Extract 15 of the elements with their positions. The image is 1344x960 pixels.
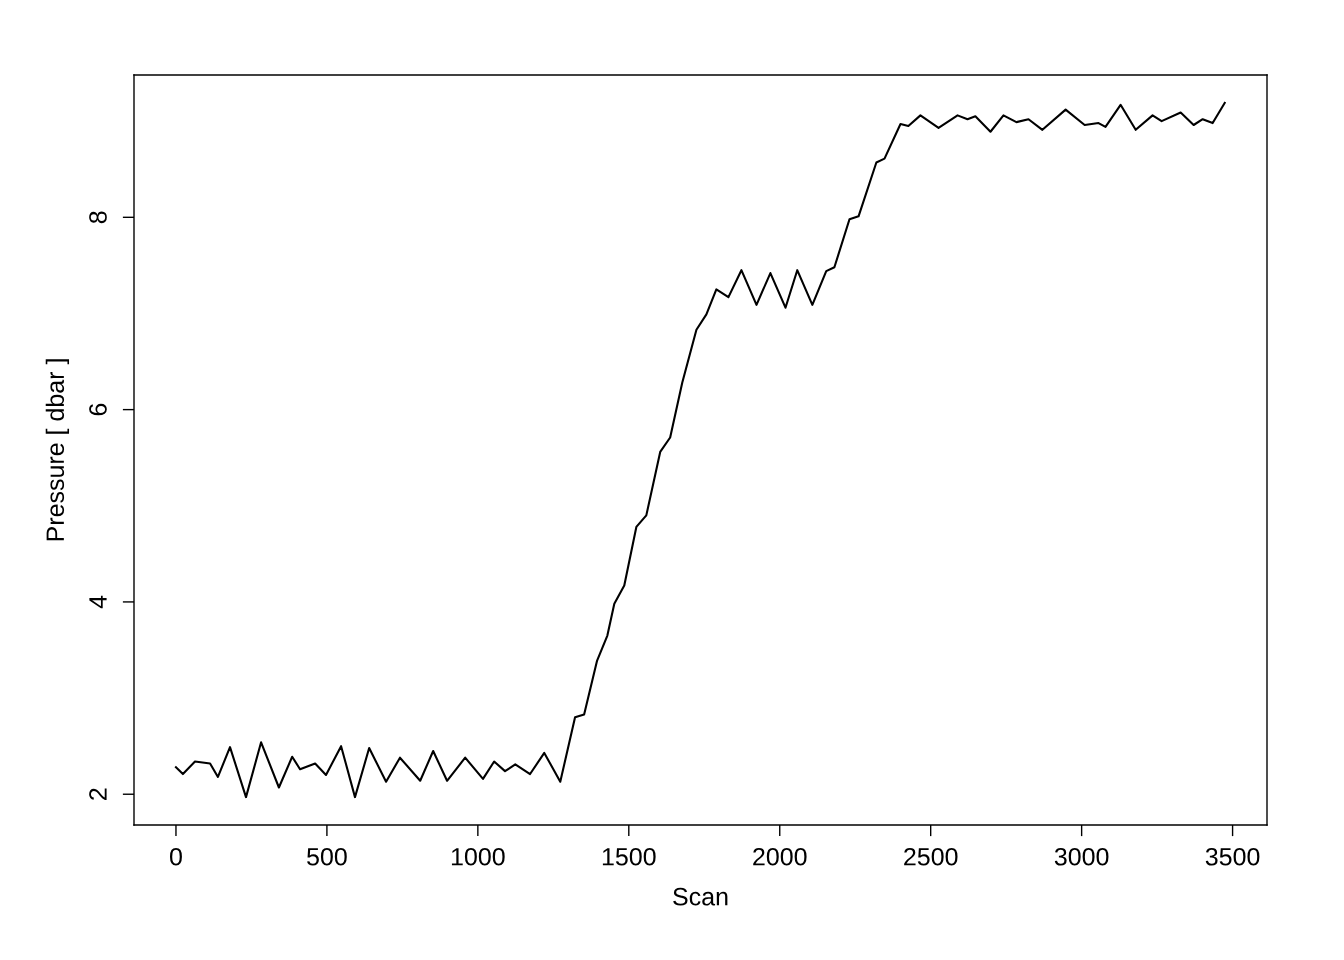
line-series (174, 101, 1226, 799)
y-axis-title: Pressure [ dbar ] (45, 359, 70, 541)
x-tick-label: 3500 (1205, 847, 1260, 866)
x-tick-label: 2000 (753, 847, 807, 866)
y-tick-label: 2 (89, 788, 107, 800)
y-tick-label: 4 (89, 595, 107, 609)
x-tick-label: 2500 (904, 847, 958, 866)
y-tick-label: 8 (89, 211, 107, 224)
x-tick-label: 500 (307, 847, 347, 866)
x-tick-label: 3000 (1054, 847, 1109, 866)
x-tick-label: 0 (169, 847, 182, 866)
x-axis-title: Scan (673, 887, 728, 906)
x-tick-label: 1000 (451, 847, 505, 866)
x-tick-label: 1500 (602, 847, 656, 866)
y-tick-label: 6 (89, 403, 107, 416)
